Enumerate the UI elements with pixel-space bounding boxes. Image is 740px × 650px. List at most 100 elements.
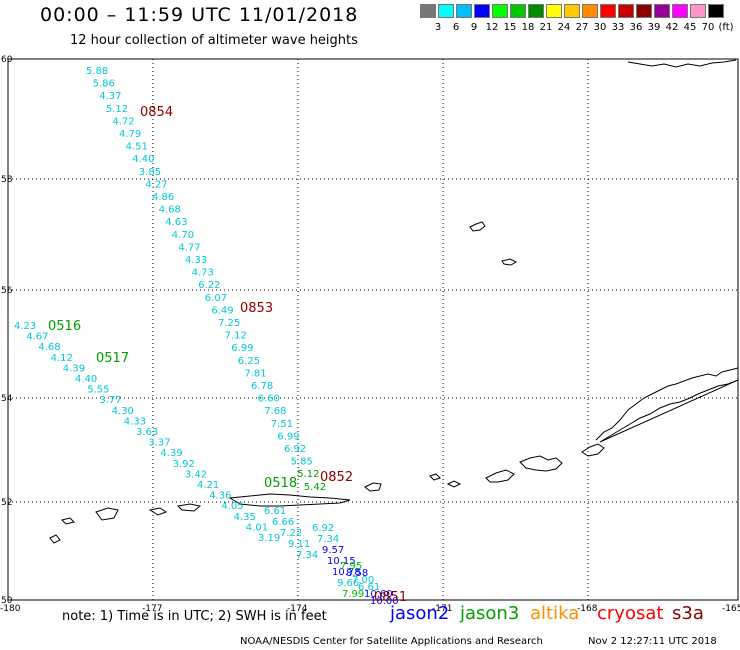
scale-tick: 36 [629,22,643,33]
track-0854-value: 5.86 [93,79,115,90]
legend-altika: altika [530,603,580,624]
footnote: note: 1) Time is in UTC; 2) SWH is in fe… [62,609,327,624]
track-0854-value: 6.22 [198,280,220,291]
track-0516-value: 4.39 [160,448,182,459]
track-0852-value: 9.57 [322,545,344,556]
page-title: 00:00 – 11:59 UTC 11/01/2018 [40,4,359,26]
track-0854-value: 7.25 [218,318,240,329]
coastline-mainland-north [627,59,737,68]
scale-swatch [600,4,616,18]
track-0516-value: 4.40 [75,374,97,385]
scale-swatch [618,4,634,18]
track-0854-value: 4.37 [99,91,121,102]
scale-tick: 27 [575,22,589,33]
track-0854-value: 4.77 [178,242,200,253]
track-0852-value: 10.15 [327,556,356,567]
lat-label-50: 50 [1,596,13,606]
track-0854-value: 6.49 [211,305,233,316]
pass-label-0853: 0853 [240,301,273,316]
pass-label-0516: 0516 [48,319,81,334]
scale-tick: 9 [470,22,478,33]
scale-swatch [636,4,652,18]
scale-tick: 30 [593,22,607,33]
legend-s3a: s3a [672,603,704,624]
scale-swatch [492,4,508,18]
scale-swatch [564,4,580,18]
track-0854-value: 4.63 [165,217,187,228]
track-0854-value: 4.86 [152,192,174,203]
scale-tick: 33 [611,22,625,33]
lon-label-165: -165 [722,604,740,614]
track-0516-value: 3.42 [185,469,207,480]
track-0516-value: 4.36 [209,491,231,502]
scale-tick: 42 [665,22,679,33]
track-0854-value: 4.33 [185,255,207,266]
track-0854-value: 4.40 [132,154,154,165]
track-0854-value: 6.07 [205,293,227,304]
track-0518-value: 7.22 [280,528,302,539]
track-0516-value: 4.01 [246,522,268,533]
pass-label-0851: 0851 [374,590,407,605]
track-0518-value: 6.66 [272,517,294,528]
lon-label-180: -180 [0,604,21,614]
track-0851-value: 8.58 [346,568,368,579]
track-0516-value: 4.23 [14,321,36,332]
legend-cryosat: cryosat [597,603,664,624]
page-subtitle: 12 hour collection of altimeter wave hei… [70,33,358,48]
lon-label-168: -168 [577,604,598,614]
scale-swatch [528,4,544,18]
scale-swatch [438,4,454,18]
coastline-atka-island [364,482,382,492]
track-0851-value: 7.00 [352,575,374,586]
pass-label-0518: 0518 [264,476,297,491]
track-0854-value: 4.27 [145,179,167,190]
altimeter-tracks: 5.885.864.375.124.724.794.514.403.854.27… [14,66,407,607]
track-0518-value: 6.61 [264,506,286,517]
track-0854-value: 6.99 [277,431,299,442]
scale-swatch [672,4,688,18]
track-0854-value: 3.85 [139,167,161,178]
track-0516-value: 4.33 [124,416,146,427]
track-0854-value: 4.72 [112,116,134,127]
lat-label-60: 60 [1,55,13,65]
scale-swatch [456,4,472,18]
track-0852-value: 6.92 [312,523,334,534]
coastline-stgeorge-island [501,258,518,266]
coastline-alaska-peninsula [595,367,739,443]
track-0516-value: 3.63 [136,427,158,438]
scale-tick: (ft) [718,22,734,33]
track-0854-value: 6.60 [258,394,280,405]
lat-label-52: 52 [1,498,12,508]
track-0516-value: 4.35 [234,512,256,523]
scale-tick: 24 [557,22,571,33]
lat-label-54: 54 [1,394,13,404]
track-0518-value: 9.11 [288,539,310,550]
track-0854-value: 4.79 [119,129,141,140]
track-0516-value: 4.21 [197,480,219,491]
track-0854-value: 6.99 [231,343,253,354]
scale-tick: 21 [539,22,553,33]
scale-swatch [690,4,706,18]
track-0854-value: 4.73 [192,268,214,279]
track-0854-value: 4.68 [159,205,181,216]
coastline-stmatthew-island [469,221,486,232]
pass-label-0517: 0517 [96,351,129,366]
coastline-near-islands [49,507,119,544]
track-0516-value: 4.68 [38,342,60,353]
pass-label-0854: 0854 [140,105,173,120]
coastline-islands-of-four-mountains [429,473,462,488]
track-0518-value: 7.34 [296,550,318,561]
legend-jason2: jason2 [390,603,450,624]
coastlines [49,59,739,544]
track-0852-value: 7.34 [317,534,339,545]
generated-timestamp: Nov 2 12:27:11 UTC 2018 [588,636,717,647]
coastline-unimak-island [581,443,605,457]
track-0854-value: 4.51 [126,142,148,153]
scale-tick: 12 [485,22,499,33]
track-0854-value: 4.70 [172,230,194,241]
coastline-andreanof-islands [228,493,351,507]
track-0516-value: 4.39 [63,363,85,374]
scale-swatch [510,4,526,18]
track-0516-value: 4.12 [51,353,73,364]
track-0854-value: 6.25 [238,356,260,367]
